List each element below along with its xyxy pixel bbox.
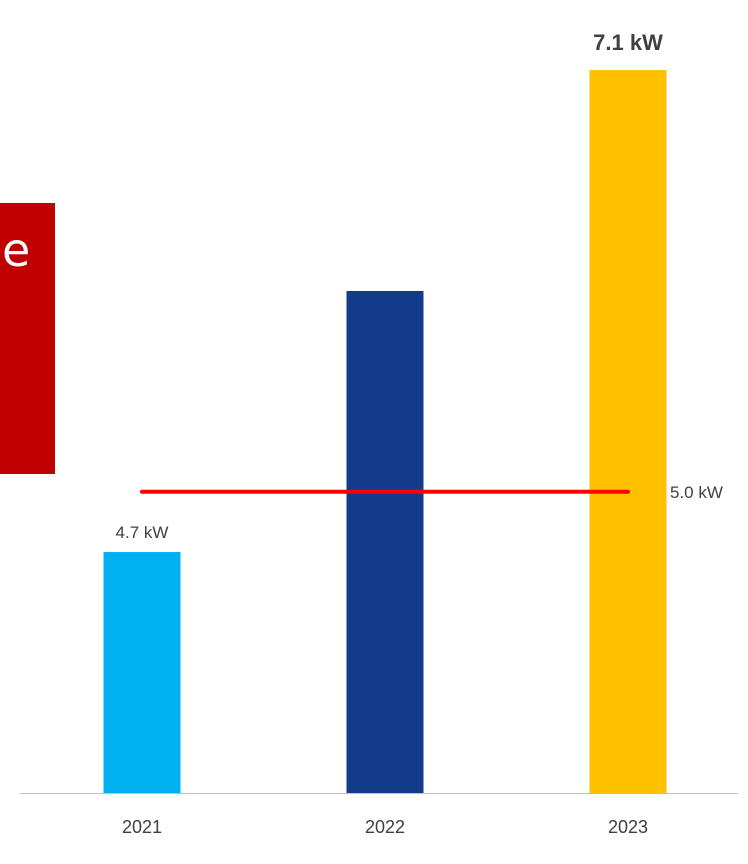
- reference-line-label: 5.0 kW: [670, 483, 723, 502]
- value-label-2023: 7.1 kW: [593, 30, 663, 55]
- bars-layer: [103, 70, 667, 794]
- x-tick-label-2021: 2021: [122, 817, 162, 837]
- bar-2023: [589, 70, 667, 794]
- value-label-2021: 4.7 kW: [116, 523, 169, 542]
- x-tick-label-2023: 2023: [608, 817, 648, 837]
- x-tick-label-2022: 2022: [365, 817, 405, 837]
- callout-box: e: [0, 203, 55, 474]
- callout-text: e: [2, 223, 31, 277]
- reference-line-layer: 5.0 kW: [140, 483, 723, 502]
- labels-layer: 2021 2022 2023 4.7 kW 7.1 kW: [116, 30, 664, 837]
- bar-2022: [346, 290, 424, 793]
- bar-2021: [103, 552, 181, 793]
